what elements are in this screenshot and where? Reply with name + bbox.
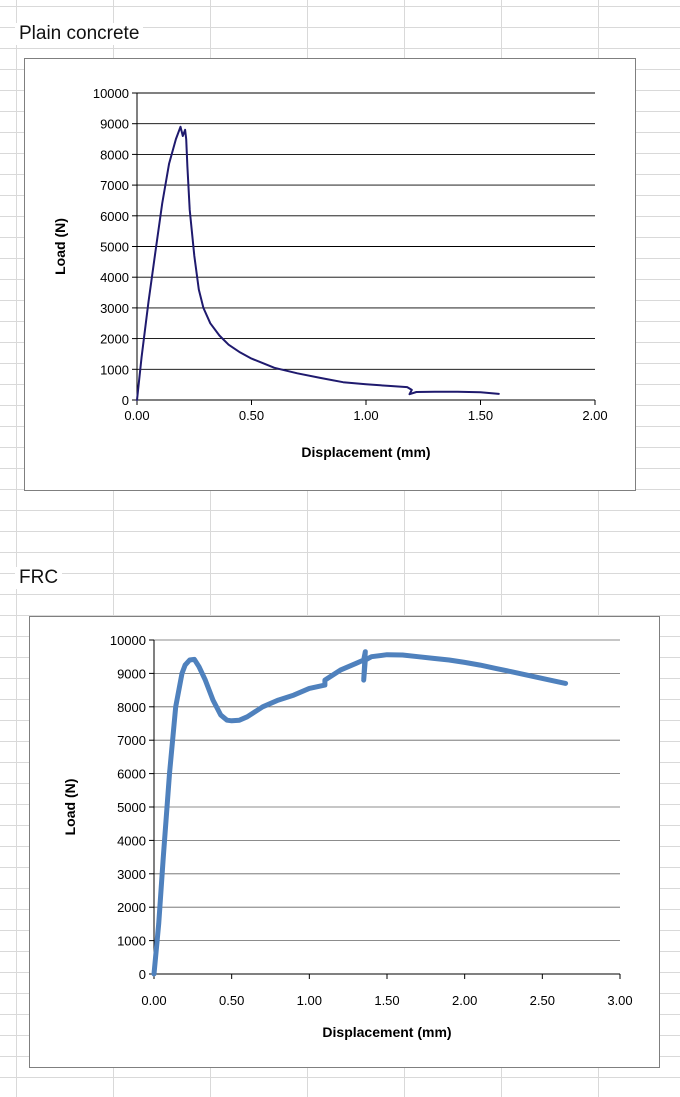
y-tick-label: 8000: [100, 147, 129, 162]
sheet-label-plain-concrete: Plain concrete: [15, 23, 144, 45]
x-tick-label: 0.50: [219, 993, 244, 1008]
x-tick-label: 1.50: [374, 993, 399, 1008]
y-tick-label: 2000: [100, 332, 129, 347]
y-tick-label: 1000: [117, 934, 146, 949]
y-tick-label: 0: [122, 393, 129, 408]
y-tick-label: 5000: [100, 240, 129, 255]
x-tick-label: 2.00: [452, 993, 477, 1008]
x-tick-label: 2.50: [530, 993, 555, 1008]
x-tick-label: 3.00: [607, 993, 632, 1008]
y-tick-label: 2000: [117, 900, 146, 915]
y-tick-label: 6000: [100, 209, 129, 224]
x-tick-label: 0.50: [239, 408, 264, 423]
x-tick-label: 2.00: [582, 408, 607, 423]
x-tick-label: 0.00: [141, 993, 166, 1008]
y-tick-label: 0: [139, 967, 146, 982]
plain-concrete-plot: 0 1000 2000 3000 4000 5000 6000 7000 8000 9000 100…: [52, 86, 608, 460]
y-tick-label: 10000: [110, 633, 146, 648]
x-tick-label: 1.00: [297, 993, 322, 1008]
y-axis-title: Load (N): [62, 779, 78, 836]
y-axis-title: Load (N): [52, 218, 68, 275]
y-tick-label: 10000: [93, 86, 129, 101]
plain-concrete-chart: 0 1000 2000 3000 4000 5000 6000 7000 8000 9000 100…: [24, 58, 636, 491]
x-tick-label: 0.00: [124, 408, 149, 423]
frc-plot: 0 1000 2000 3000 4000 5000 6000 7000 8000 9000 100…: [62, 633, 633, 1040]
x-tick-label: 1.50: [468, 408, 493, 423]
y-tick-label: 5000: [117, 800, 146, 815]
sheet-label-frc: FRC: [15, 567, 63, 589]
y-tick-label: 3000: [117, 867, 146, 882]
y-tick-label: 6000: [117, 767, 146, 782]
y-tick-label: 7000: [117, 733, 146, 748]
series-line: [136, 125, 500, 401]
frc-chart: 0 1000 2000 3000 4000 5000 6000 7000 8000 9000 100…: [29, 616, 660, 1068]
y-tick-label: 9000: [117, 666, 146, 681]
y-tick-label: 4000: [100, 270, 129, 285]
y-tick-label: 4000: [117, 833, 146, 848]
y-tick-label: 8000: [117, 700, 146, 715]
x-axis-title: Displacement (mm): [322, 1024, 451, 1040]
y-tick-label: 3000: [100, 301, 129, 316]
y-tick-label: 7000: [100, 178, 129, 193]
series-line: [151, 649, 569, 977]
y-tick-label: 9000: [100, 117, 129, 132]
y-tick-label: 1000: [100, 362, 129, 377]
x-axis-title: Displacement (mm): [301, 444, 430, 460]
x-tick-label: 1.00: [353, 408, 378, 423]
